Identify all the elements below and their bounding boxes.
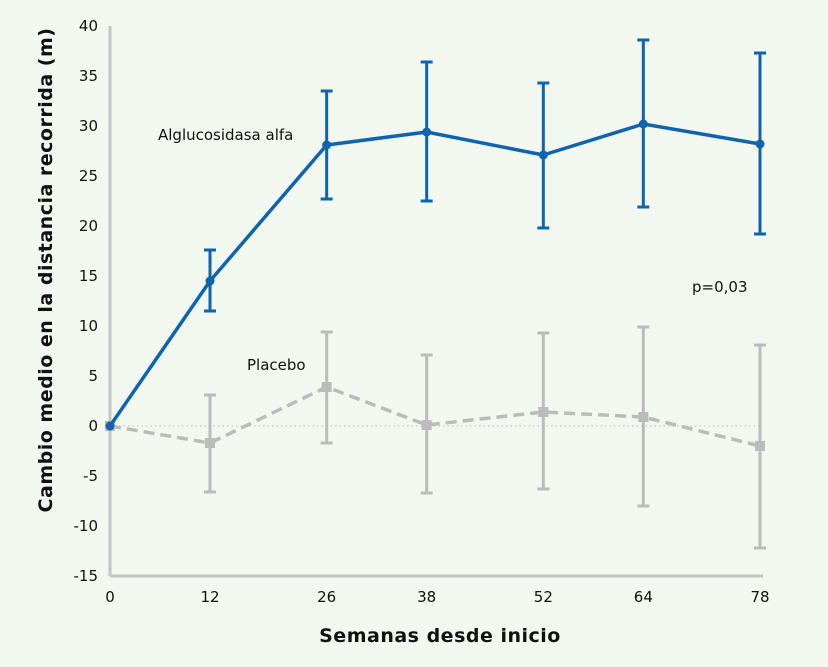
y-tick-label: -5 (83, 467, 98, 485)
y-tick-label: 30 (79, 117, 98, 135)
y-tick-label: 5 (88, 367, 98, 385)
data-point (321, 382, 332, 392)
data-point (538, 150, 548, 160)
data-point (322, 140, 332, 150)
y-tick-label: 10 (79, 317, 98, 335)
y-tick-label: 15 (79, 267, 98, 285)
y-tick-label: 0 (88, 417, 98, 435)
data-point (638, 412, 649, 422)
x-axis-label: Semanas desde inicio (319, 625, 561, 647)
x-tick-label: 38 (417, 588, 436, 606)
p-value-annotation: p=0,03 (692, 278, 748, 296)
data-point (421, 420, 432, 430)
y-axis-label: Cambio medio en la distancia recorrida (… (35, 28, 57, 513)
x-tick-label: 26 (317, 588, 336, 606)
series-label-alglucosidasa: Alglucosidasa alfa (158, 126, 293, 144)
data-point (105, 421, 115, 431)
y-tick-label: -15 (74, 567, 99, 585)
x-tick-label: 12 (200, 588, 219, 606)
series-label-placebo: Placebo (247, 356, 306, 374)
data-point (755, 441, 765, 451)
data-point (422, 127, 432, 137)
y-tick-label: 20 (79, 217, 98, 235)
series-line (108, 122, 761, 427)
y-tick-label: 35 (79, 67, 98, 85)
series-placebo (105, 325, 766, 550)
data-point (205, 276, 215, 286)
data-point (755, 139, 765, 149)
x-tick-label: 0 (105, 588, 115, 606)
y-tick-label: -10 (74, 517, 99, 535)
series-alglucosidasa (105, 38, 766, 431)
y-tick-label: 40 (79, 17, 98, 35)
data-point (638, 119, 648, 129)
x-tick-label: 52 (534, 588, 553, 606)
x-tick-label: 64 (634, 588, 653, 606)
x-tick-label: 78 (750, 588, 769, 606)
data-point (538, 407, 549, 417)
data-point (205, 438, 215, 448)
y-tick-label: 25 (79, 167, 98, 185)
